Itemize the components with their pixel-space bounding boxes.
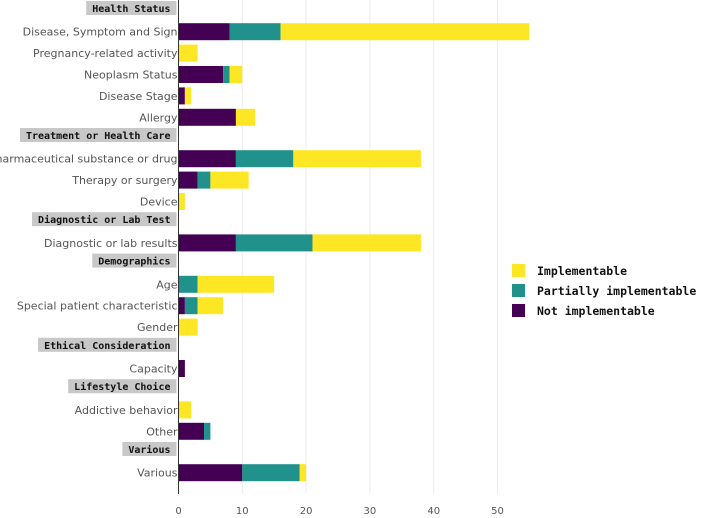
bar-diagnostic-or-lab-results-partially-implementable — [235, 234, 313, 252]
category-label-neoplasm-status: Neoplasm Status — [84, 69, 178, 82]
bar-age-implementable — [197, 275, 275, 293]
category-label-disease-stage: Disease Stage — [99, 90, 178, 103]
legend-label-not-implementable: Not implementable — [537, 304, 655, 318]
bar-pharmaceutical-substance-or-drug-partially-implementable — [235, 150, 294, 168]
category-label-therapy-or-surgery: Therapy or surgery — [71, 174, 178, 187]
category-label-other: Other — [146, 425, 178, 438]
bar-neoplasm-status-implementable — [229, 66, 243, 83]
category-label-addictive-behavior: Addictive behavior — [75, 404, 178, 417]
category-label-pharmaceutical-substance-or-drug: Pharmaceutical substance or drug — [0, 153, 178, 166]
bar-disease-symptom-and-sign-not-implementable — [178, 23, 230, 41]
category-label-gender: Gender — [137, 321, 178, 334]
bar-special-patient-characteristic-partially-implementable — [184, 297, 198, 315]
bar-device-implementable — [178, 193, 185, 210]
legend-swatch-not-implementable — [512, 304, 525, 317]
x-tick-20: 20 — [300, 506, 313, 517]
legend-label-partially-implementable: Partially implementable — [537, 284, 696, 298]
bar-disease-stage-implementable — [184, 87, 192, 105]
group-header-bg-various — [122, 442, 177, 456]
bar-capacity-not-implementable — [178, 360, 185, 377]
bar-other-partially-implementable — [204, 422, 211, 440]
bar-special-patient-characteristic-implementable — [197, 297, 224, 315]
bar-allergy-implementable — [235, 108, 256, 126]
bar-special-patient-characteristic-not-implementable — [178, 297, 185, 315]
category-label-various: Various — [137, 467, 178, 480]
bar-various-not-implementable — [178, 464, 243, 482]
bar-age-partially-implementable — [178, 275, 198, 293]
group-header-bg-ethical-consideration — [38, 337, 177, 352]
legend-label-implementable: Implementable — [537, 264, 627, 278]
category-label-allergy: Allergy — [139, 111, 178, 124]
group-header-bg-diagnostic-or-lab-test — [32, 212, 177, 227]
category-label-pregnancy-related-activity: Pregnancy-related activity — [33, 47, 178, 60]
bar-various-implementable — [299, 464, 307, 482]
group-header-demographics: Demographics — [98, 256, 170, 268]
bar-gender-implementable — [178, 318, 198, 336]
x-tick-10: 10 — [236, 506, 249, 517]
category-label-disease-symptom-and-sign: Disease, Symptom and Sign — [23, 26, 178, 39]
bar-other-not-implementable — [178, 422, 205, 440]
category-label-capacity: Capacity — [129, 363, 178, 376]
group-header-various: Various — [128, 444, 170, 456]
group-header-ethical-consideration: Ethical Consideration — [44, 340, 170, 352]
bar-pharmaceutical-substance-or-drug-implementable — [293, 150, 421, 168]
category-label-diagnostic-or-lab-results: Diagnostic or lab results — [44, 237, 178, 250]
bar-neoplasm-status-partially-implementable — [223, 66, 230, 83]
legend: Implementable Partially implementable Not … — [512, 264, 696, 318]
bar-therapy-or-surgery-not-implementable — [178, 171, 198, 189]
x-tick-30: 30 — [364, 506, 377, 517]
bar-various-partially-implementable — [242, 464, 300, 482]
bar-allergy-not-implementable — [178, 108, 236, 126]
group-header-treatment-or-health-care: Treatment or Health Care — [26, 131, 171, 142]
category-label-special-patient-characteristic: Special patient characteristic — [17, 300, 178, 313]
bar-pharmaceutical-substance-or-drug-not-implementable — [178, 150, 236, 168]
x-tick-0: 0 — [175, 506, 181, 517]
bar-therapy-or-surgery-implementable — [210, 171, 249, 189]
group-header-health-status: Health Status — [92, 4, 170, 15]
group-header-bg-lifestyle-choice — [68, 379, 177, 394]
bar-pregnancy-related-activity-implementable — [178, 44, 198, 62]
group-header-bg-treatment-or-health-care — [20, 128, 177, 142]
bar-disease-symptom-and-sign-implementable — [280, 23, 530, 41]
legend-swatch-partially-implementable — [512, 284, 525, 297]
bars — [178, 23, 530, 482]
bar-diagnostic-or-lab-results-implementable — [312, 234, 421, 252]
group-header-diagnostic-or-lab-test: Diagnostic or Lab Test — [38, 214, 170, 226]
bar-disease-symptom-and-sign-partially-implementable — [229, 23, 281, 41]
group-header-bg-health-status — [86, 1, 177, 15]
group-header-bg-demographics — [92, 253, 177, 268]
bar-diagnostic-or-lab-results-not-implementable — [178, 234, 236, 252]
category-label-age: Age — [156, 278, 178, 291]
x-axis: 0 10 20 30 40 50 — [175, 0, 504, 517]
bar-neoplasm-status-not-implementable — [178, 66, 224, 83]
legend-swatch-implementable — [512, 264, 525, 277]
x-tick-40: 40 — [427, 506, 440, 517]
bar-therapy-or-surgery-partially-implementable — [197, 171, 211, 189]
bar-addictive-behavior-implementable — [178, 401, 192, 419]
category-label-device: Device — [140, 196, 178, 209]
x-tick-50: 50 — [491, 506, 504, 517]
category-labels: Disease, Symptom and Sign Pregnancy-relat… — [0, 26, 178, 480]
group-headers: Health Status Treatment or Health Care Dia… — [20, 1, 177, 456]
bar-disease-stage-not-implementable — [178, 87, 185, 105]
group-header-lifestyle-choice: Lifestyle Choice — [74, 381, 170, 393]
